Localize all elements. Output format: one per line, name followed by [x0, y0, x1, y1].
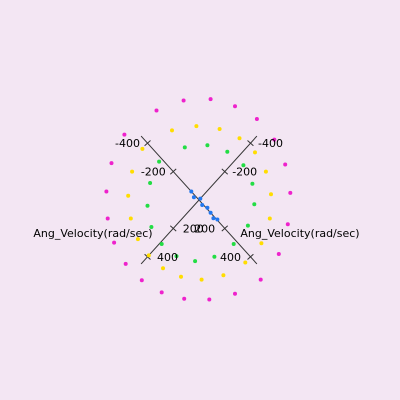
series-2-point	[241, 163, 246, 168]
series-0-point	[254, 117, 259, 121]
series-2-point	[148, 181, 153, 185]
series-1-point	[267, 216, 272, 221]
series-0-point	[207, 297, 212, 302]
axis-1-tick-label: 400	[220, 251, 241, 264]
points-layer	[104, 97, 293, 302]
series-3-point	[208, 210, 213, 215]
series-1-point	[179, 274, 183, 279]
series-0-point	[182, 296, 187, 301]
axis-2-tick	[221, 168, 229, 175]
series-0-point	[208, 97, 213, 102]
series-1-point	[263, 169, 268, 174]
series-3-point	[198, 196, 203, 201]
series-2-point	[212, 254, 217, 259]
series-1-point	[199, 277, 204, 282]
series-3-point	[205, 205, 210, 210]
series-0-point	[285, 222, 290, 227]
series-3-point	[200, 203, 205, 207]
series-0-point	[104, 189, 109, 194]
series-0-point	[276, 252, 281, 256]
series-3-point	[215, 217, 220, 222]
series-1-point	[135, 237, 140, 242]
series-0-point	[109, 161, 114, 166]
axis-2-tick-label: 400	[157, 251, 178, 264]
series-0-point	[159, 290, 164, 295]
series-0-point	[233, 104, 237, 109]
series-0-point	[181, 98, 186, 103]
series-3-point	[211, 216, 216, 221]
series-2-point	[145, 203, 150, 208]
series-1-point	[217, 127, 222, 131]
series-1-point	[140, 146, 145, 151]
series-1-point	[130, 169, 135, 174]
series-1-point	[259, 241, 264, 246]
series-0-point	[154, 108, 159, 113]
series-2-point	[182, 145, 187, 150]
series-0-point	[139, 278, 144, 283]
axis-1-tick-label: 200	[194, 222, 215, 235]
axis-2-tick-label: 200	[183, 222, 204, 235]
series-1-point	[126, 193, 131, 198]
axis-1-tick	[221, 225, 229, 232]
series-3-point	[191, 195, 196, 200]
series-0-point	[122, 132, 127, 137]
series-2-point	[231, 242, 236, 246]
series-2-point	[205, 143, 210, 148]
series-2-point	[193, 259, 198, 264]
series-1-point	[237, 136, 242, 141]
series-1-point	[243, 260, 248, 265]
axis-2-tick-label: -200	[232, 166, 257, 179]
axis-1-tick-label: -200	[141, 166, 166, 179]
axis-1-label: Ang_Velocity(rad/sec)	[240, 227, 359, 240]
series-2-point	[159, 242, 164, 246]
series-3-point	[189, 189, 194, 194]
axis-2-tick-label: -400	[258, 137, 283, 150]
axis-2-tick	[247, 140, 254, 147]
axis-1-tick	[144, 140, 151, 147]
series-1-point	[161, 266, 165, 271]
series-0-point	[105, 216, 110, 221]
series-2-point	[149, 225, 154, 229]
series-1-point	[170, 128, 174, 133]
series-2-point	[225, 149, 230, 154]
series-2-point	[245, 223, 250, 228]
series-0-point	[123, 261, 128, 266]
series-0-point	[272, 137, 277, 142]
series-0-point	[258, 277, 263, 282]
series-0-point	[288, 190, 293, 195]
series-0-point	[233, 291, 237, 296]
series-1-point	[194, 124, 199, 129]
series-1-point	[128, 216, 133, 221]
axis-1-tick	[247, 253, 254, 260]
axis-1-tick	[169, 168, 177, 175]
series-1-point	[269, 192, 273, 197]
series-2-point	[252, 202, 257, 207]
series-0-point	[112, 240, 117, 245]
series-2-point	[157, 159, 162, 164]
series-1-point	[253, 150, 257, 155]
series-2-point	[250, 181, 255, 186]
series-2-point	[174, 254, 179, 259]
series-1-point	[146, 253, 151, 258]
series-0-point	[283, 162, 288, 167]
axis-2-tick	[169, 225, 177, 232]
labels-layer: -400 -200 200 400 Ang_Velocity(rad/sec) -400 -…	[33, 137, 359, 264]
axis-1-tick-label: -400	[115, 137, 140, 150]
series-1-point	[221, 273, 226, 278]
axis-2-label: Ang_Velocity(rad/sec)	[33, 227, 152, 240]
